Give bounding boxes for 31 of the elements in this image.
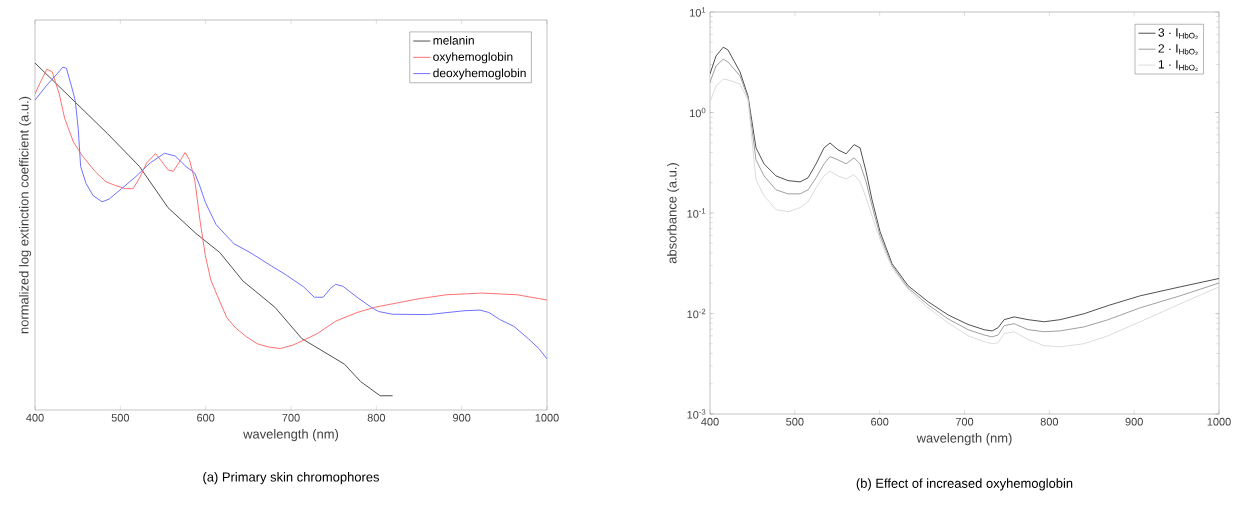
y-tick-label: 10$^{-1}$ <box>687 208 706 218</box>
y-axis-title: normalized log extinction coefficient (a.u.) <box>19 96 32 334</box>
y-tick-label: 10$^{-3}$ <box>687 409 706 419</box>
text: (b) Effect of increased oxyhemoglobin <box>856 478 1073 491</box>
y-tick-label: 10$^{0}$ <box>690 107 706 118</box>
x-tick-label: 1000 <box>535 413 559 422</box>
x-tick-label: 600 <box>197 413 215 422</box>
x-tick-label: 400 <box>26 413 44 422</box>
x-tick-label: 400 <box>701 417 719 426</box>
x-tick-label: 900 <box>1125 417 1143 426</box>
x-tick-label: 800 <box>367 413 386 422</box>
x-tick-label: 600 <box>871 417 889 426</box>
x-tick-label: 700 <box>955 417 974 426</box>
legend-label: 1 · I$_{HbO₂}$ <box>1158 60 1198 71</box>
x-tick-label: 500 <box>111 413 130 422</box>
y-tick-label: 10$^{1}$ <box>690 7 706 17</box>
legend-label: oxyhemoglobin <box>433 52 513 64</box>
x-axis-title: wavelength (nm) <box>243 429 339 442</box>
x-tick-label: 1000 <box>1207 417 1231 426</box>
x-tick-label: 800 <box>1040 417 1059 426</box>
legend-label: melanin <box>433 35 474 45</box>
legend-label: 3 · I$_{HbO₂}$ <box>1158 28 1198 40</box>
legend-label: 2 · I$_{HbO₂}$ <box>1158 44 1198 56</box>
legend-label: deoxyhemoglobin <box>433 68 526 80</box>
x-axis-title: wavelength (nm) <box>916 433 1012 446</box>
x-tick-label: 500 <box>786 417 804 426</box>
y-axis-title: absorbance (a.u.) <box>667 163 680 264</box>
text: (a) Primary skin chromophores <box>203 472 380 485</box>
x-tick-label: 700 <box>282 413 300 422</box>
x-tick-label: 900 <box>453 413 471 422</box>
y-tick-label: 10$^{-2}$ <box>687 308 706 319</box>
